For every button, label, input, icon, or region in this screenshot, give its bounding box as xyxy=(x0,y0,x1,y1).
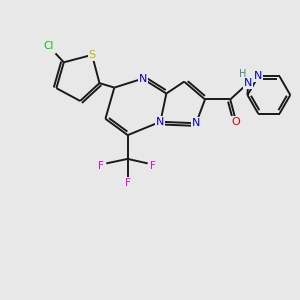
Text: S: S xyxy=(88,50,96,60)
Text: N: N xyxy=(138,74,147,84)
Text: F: F xyxy=(150,161,156,171)
Text: Cl: Cl xyxy=(44,41,54,51)
Text: N: N xyxy=(244,78,252,88)
Text: H: H xyxy=(239,69,246,79)
Text: O: O xyxy=(232,117,241,127)
Text: N: N xyxy=(192,118,200,128)
Text: N: N xyxy=(254,71,262,82)
Text: F: F xyxy=(98,161,104,171)
Text: F: F xyxy=(125,178,130,188)
Text: N: N xyxy=(156,117,165,127)
